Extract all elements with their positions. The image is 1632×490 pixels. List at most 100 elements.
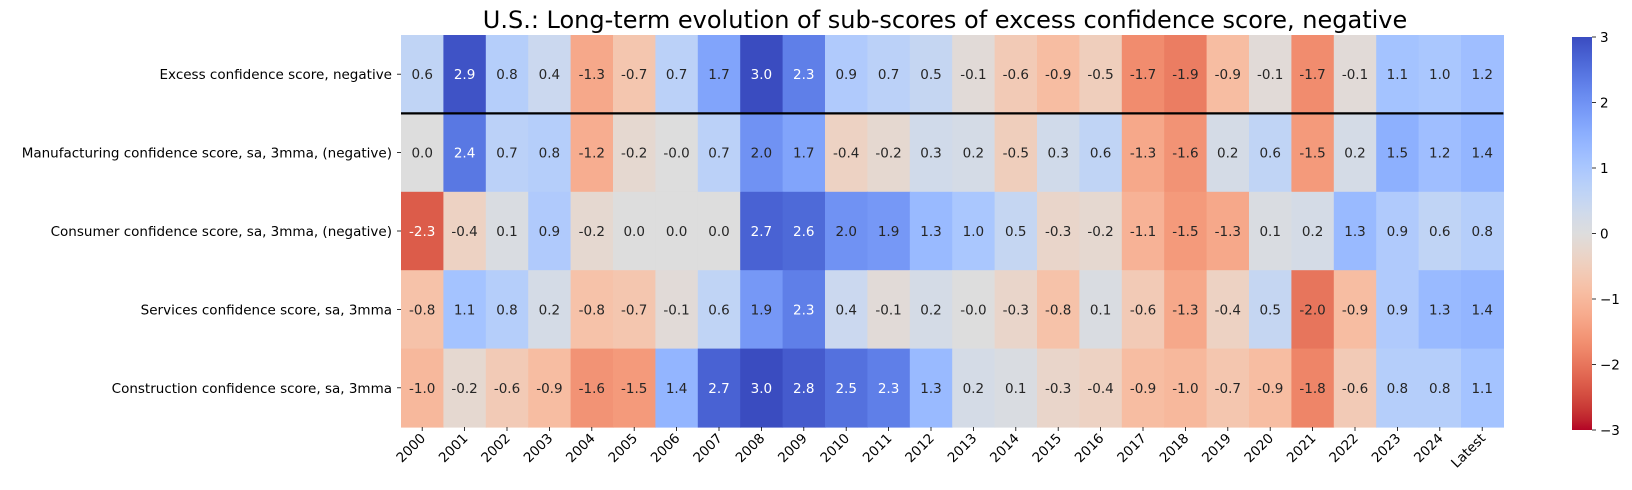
heatmap-cell [443,270,487,350]
heatmap-cell [1079,348,1123,428]
heatmap-cell [1333,348,1377,428]
cell-value-label: -1.2 [579,146,605,162]
column-label: 2016 [1072,431,1108,467]
heatmap-cell [909,270,953,350]
cell-value-label: -0.9 [536,381,562,397]
heatmap-cell [1249,191,1292,271]
cell-value-label: -0.9 [1215,67,1241,83]
column-label: 2017 [1114,431,1150,467]
cell-value-label: -0.9 [1257,381,1283,397]
heatmap-cell [1461,113,1504,193]
heatmap-cell [1037,270,1080,350]
heatmap-cell [401,348,444,428]
cell-value-label: 3.0 [751,381,772,397]
heatmap-cell [570,348,614,428]
cell-value-label: 0.3 [1047,146,1068,162]
heatmap-cell [867,348,911,428]
heatmap-cell [740,35,784,114]
heatmap-cell [1291,35,1335,114]
heatmap-cell [1461,348,1504,428]
column-label: 2003 [521,431,557,467]
cell-value-label: -0.7 [621,67,647,83]
row-label: Excess confidence score, negative [160,67,392,83]
colorbar-tick-label: −2 [1600,358,1620,374]
cell-value-label: 0.8 [1471,224,1492,240]
heatmap-cell [401,191,444,271]
cell-value-label: -0.3 [1045,224,1071,240]
cell-value-label: -0.4 [1087,381,1113,397]
heatmap-cell [655,113,699,193]
cell-value-label: 2.7 [708,381,729,397]
cell-value-label: 0.7 [496,146,517,162]
column-label: 2000 [393,431,429,467]
cell-value-label: -0.4 [1215,302,1241,318]
heatmap-cell [1206,35,1250,114]
cell-value-label: -0.1 [663,302,689,318]
cell-value-label: 2.4 [454,146,475,162]
cell-value-label: 0.0 [623,224,644,240]
cell-value-label: 1.3 [920,381,941,397]
heatmap-cell [825,35,868,114]
cell-value-label: -1.3 [1130,146,1156,162]
heatmap-cell [909,35,953,114]
heatmap-cell [1461,191,1504,271]
cell-value-label: 1.2 [1429,146,1450,162]
heatmap-cell [1376,270,1420,350]
heatmap-cell [485,191,529,271]
heatmap-cell [1291,270,1335,350]
row-label: Consumer confidence score, sa, 3mma, (ne… [51,224,392,240]
heatmap-cell [909,191,953,271]
heatmap-cell [825,191,868,271]
heatmap-cell [994,35,1038,114]
heatmap-cell [1206,348,1250,428]
heatmap-cell [1333,113,1377,193]
cell-value-label: -0.3 [1045,381,1071,397]
cell-value-label: 0.0 [666,224,687,240]
heatmap-cell [697,348,741,428]
heatmap-cell [1461,35,1504,114]
cell-value-label: 1.7 [708,67,729,83]
cell-value-label: 3.0 [751,67,772,83]
cell-value-label: -1.3 [1215,224,1241,240]
heatmap-cell [570,113,614,193]
cell-value-label: -0.9 [1130,381,1156,397]
heatmap-cell [740,270,784,350]
heatmap-cell [1376,191,1420,271]
heatmap-cell [1164,348,1208,428]
cell-value-label: 0.9 [539,224,560,240]
cell-value-label: 0.8 [1429,381,1450,397]
heatmap-cell [994,270,1038,350]
cell-value-label: -0.5 [1003,146,1029,162]
heatmap-cell [1121,35,1165,114]
heatmap-cell [782,270,826,350]
cell-value-label: 2.0 [835,224,856,240]
heatmap-cell [825,270,868,350]
cell-value-label: 1.3 [920,224,941,240]
cell-value-label: 1.5 [1387,146,1408,162]
heatmap-cell [1037,35,1080,114]
cell-value-label: -1.3 [579,67,605,83]
heatmap-cell [1418,35,1462,114]
cell-value-label: 0.6 [1429,224,1450,240]
heatmap-cell [697,35,741,114]
cell-value-label: 2.3 [878,381,899,397]
heatmap-cell [1079,191,1123,271]
heatmap-cell [909,113,953,193]
cell-value-label: -0.9 [1045,67,1071,83]
heatmap-cell [1206,191,1250,271]
cell-value-label: -1.1 [1130,224,1156,240]
heatmap-cell [485,35,529,114]
column-label: Latest [1448,431,1489,472]
heatmap-cell [909,348,953,428]
heatmap-cell [952,113,996,193]
cell-value-label: 2.5 [835,381,856,397]
column-label: 2015 [1029,431,1065,467]
heatmap-cell [994,113,1038,193]
heatmap-cell [528,348,572,428]
column-label: 2014 [987,431,1023,467]
column-label: 2005 [605,431,641,467]
cell-value-label: 2.0 [751,146,772,162]
column-label: 2020 [1241,431,1277,467]
cell-value-label: 0.5 [1259,302,1280,318]
colorbar: 3 2 1 0 −1 −2 −3 [1572,30,1620,439]
